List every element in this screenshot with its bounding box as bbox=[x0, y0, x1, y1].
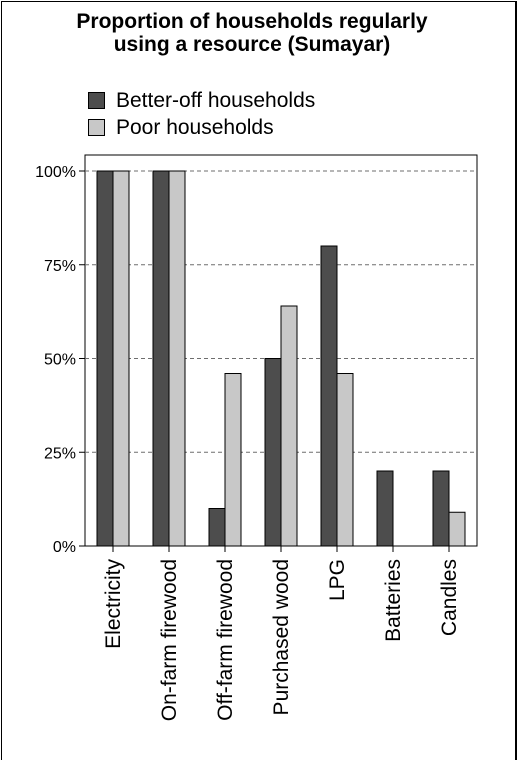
legend-swatch-poor bbox=[88, 119, 105, 136]
x-category-label: Purchased wood bbox=[270, 559, 293, 715]
chart-legend: Better-off households Poor households bbox=[88, 88, 315, 142]
bar-better-off bbox=[432, 470, 450, 547]
y-tick-label: 75% bbox=[44, 258, 76, 275]
bar-poor bbox=[112, 170, 130, 547]
bar-better-off bbox=[376, 470, 394, 547]
chart-title: Proportion of households regularly using… bbox=[2, 10, 502, 56]
chart-title-line-1: Proportion of households regularly bbox=[76, 10, 428, 33]
y-tick-label: 25% bbox=[44, 445, 76, 462]
x-category-label: LPG bbox=[326, 559, 349, 601]
bar-better-off bbox=[208, 508, 226, 547]
x-category-label: Batteries bbox=[382, 559, 405, 642]
bar-better-off bbox=[320, 245, 338, 547]
bar-poor bbox=[280, 305, 298, 547]
y-tick-label: 50% bbox=[44, 352, 76, 369]
bar-poor bbox=[448, 511, 466, 547]
legend-item-better-off: Better-off households bbox=[88, 88, 315, 113]
x-category-label: On-farm firewood bbox=[158, 559, 181, 721]
bar-better-off bbox=[96, 170, 114, 547]
bar-poor bbox=[336, 373, 354, 547]
legend-label-poor: Poor households bbox=[116, 115, 274, 139]
legend-label-better-off: Better-off households bbox=[116, 88, 316, 112]
y-tick-label: 100% bbox=[35, 164, 76, 181]
bar-better-off bbox=[152, 170, 170, 547]
y-tick-label: 0% bbox=[53, 539, 76, 556]
chart-title-line-2: using a resource (Sumayar) bbox=[113, 33, 391, 56]
bar-poor bbox=[168, 170, 186, 547]
x-category-label: Off-farm firewood bbox=[214, 559, 237, 721]
bar-poor bbox=[224, 373, 242, 547]
legend-swatch-better-off bbox=[88, 92, 105, 109]
legend-item-poor: Poor households bbox=[88, 115, 315, 140]
x-category-label: Electricity bbox=[102, 559, 125, 649]
bar-better-off bbox=[264, 358, 282, 547]
x-category-label: Candles bbox=[438, 559, 461, 636]
